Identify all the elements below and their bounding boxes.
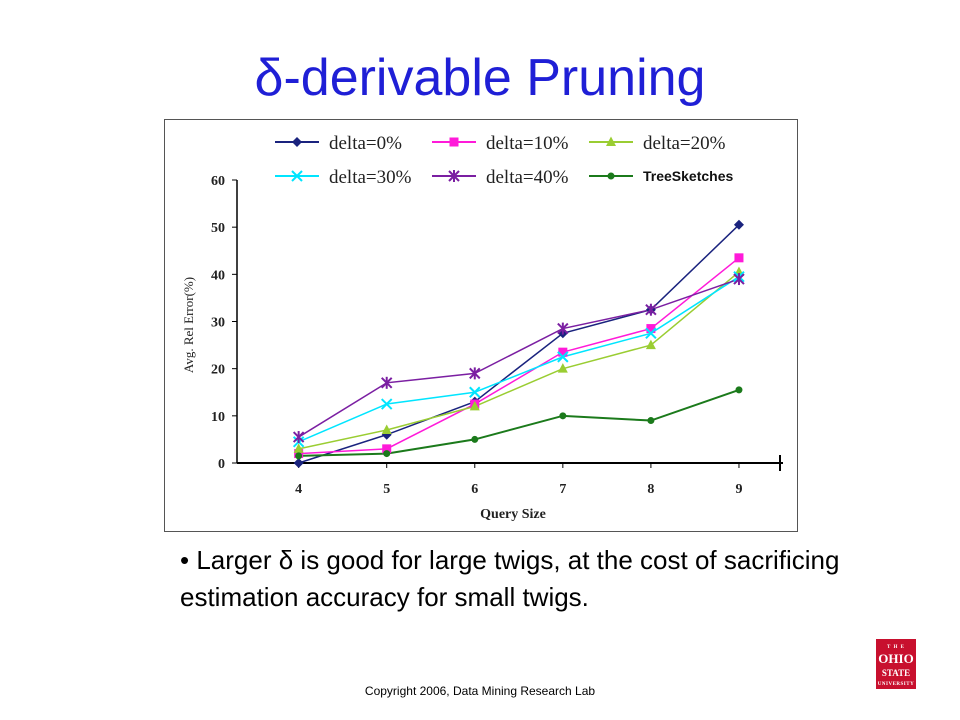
- chart-ticks: 0 10 20 30 40 50 60 4 5 6 7 8 9: [211, 174, 742, 497]
- logo-line-2: OHIO: [878, 651, 914, 666]
- series-line-delta-0: [298, 224, 740, 464]
- data-point-delta-20: [293, 443, 304, 453]
- legend-label: delta=20%: [643, 133, 726, 154]
- data-point-delta-40: [292, 431, 305, 444]
- data-point-delta-10: [382, 444, 392, 454]
- legend-marker: [292, 137, 302, 147]
- series-line-delta-20: [298, 271, 740, 450]
- data-point-delta-0: [293, 458, 304, 468]
- data-point-treesketches: [559, 412, 567, 420]
- ohio-state-logo: T H E OHIO STATE UNIVERSITY: [876, 639, 916, 689]
- data-point-delta-40: [733, 273, 745, 286]
- series-line-delta-30: [298, 276, 740, 443]
- data-point-delta-40: [645, 303, 657, 316]
- data-point-delta-10: [558, 347, 568, 357]
- x-tick-label: 8: [647, 482, 654, 497]
- logo-line-1: T H E: [887, 645, 905, 650]
- data-point-delta-20: [381, 424, 392, 434]
- chart-legend: delta=0% delta=10% delta=20% delta=30% delta…: [275, 133, 733, 188]
- y-tick-label: 40: [211, 268, 225, 283]
- legend-label: delta=0%: [329, 133, 402, 154]
- data-point-delta-10: [646, 324, 656, 334]
- y-tick-label: 60: [211, 174, 225, 189]
- data-point-delta-30: [645, 327, 657, 339]
- y-tick-label: 20: [211, 363, 225, 378]
- chart-frame: 0 10 20 30 40 50 60 4 5 6 7 8 9 delta=0% delta=10% del…: [164, 119, 798, 532]
- data-point-treesketches: [383, 450, 391, 458]
- legend-label: delta=30%: [329, 167, 412, 188]
- legend-marker: [606, 136, 616, 146]
- data-point-delta-10: [734, 253, 744, 263]
- legend-label: TreeSketches: [643, 168, 733, 184]
- series-line-treesketches: [298, 388, 740, 457]
- data-point-delta-20: [645, 339, 656, 350]
- legend-marker: [291, 170, 303, 182]
- logo-line-3: STATE: [881, 668, 911, 678]
- data-point-delta-40: [381, 376, 393, 389]
- logo-line-4: UNIVERSITY: [877, 682, 915, 687]
- chart-lines: [298, 224, 740, 464]
- data-point-treesketches: [295, 452, 303, 460]
- legend-label: delta=40%: [486, 167, 569, 188]
- series-line-delta-40: [298, 278, 740, 438]
- x-tick-label: 9: [735, 482, 742, 497]
- y-tick-label: 0: [218, 457, 225, 472]
- x-tick-label: 6: [471, 482, 478, 497]
- legend-marker: [448, 170, 460, 182]
- x-axis-label: Query Size: [480, 507, 546, 522]
- x-tick-label: 5: [383, 482, 390, 497]
- bullet-point: • Larger δ is good for large twigs, at t…: [180, 542, 880, 616]
- x-tick-label: 4: [295, 482, 302, 497]
- data-point-delta-30: [557, 351, 569, 363]
- data-point-delta-20: [469, 400, 480, 411]
- x-tick-label: 7: [559, 482, 566, 497]
- chart-axes: [236, 180, 783, 471]
- legend-marker: [607, 172, 615, 180]
- data-point-delta-40: [469, 367, 481, 380]
- data-point-delta-40: [557, 322, 569, 335]
- data-point-treesketches: [471, 435, 479, 443]
- y-tick-label: 30: [211, 316, 225, 331]
- legend-label: delta=10%: [486, 133, 569, 154]
- series-line-delta-10: [298, 257, 740, 455]
- y-tick-label: 50: [211, 221, 225, 236]
- footer-copyright: Copyright 2006, Data Mining Research Lab: [364, 684, 596, 698]
- y-axis-label: Avg. Rel Error(%): [181, 277, 196, 373]
- data-point-delta-20: [557, 363, 568, 373]
- legend-marker: [449, 137, 459, 147]
- y-tick-label: 10: [211, 410, 225, 425]
- slide-title: δ-derivable Pruning: [254, 49, 706, 107]
- data-point-treesketches: [647, 417, 655, 425]
- bullet-text: Larger δ is good for large twigs, at the…: [180, 545, 840, 612]
- data-point-delta-30: [469, 386, 481, 398]
- data-point-delta-0: [733, 219, 744, 230]
- data-point-treesketches: [735, 386, 743, 394]
- bullet-marker: •: [180, 545, 190, 575]
- data-point-delta-30: [381, 398, 393, 410]
- chart-markers: [292, 219, 745, 468]
